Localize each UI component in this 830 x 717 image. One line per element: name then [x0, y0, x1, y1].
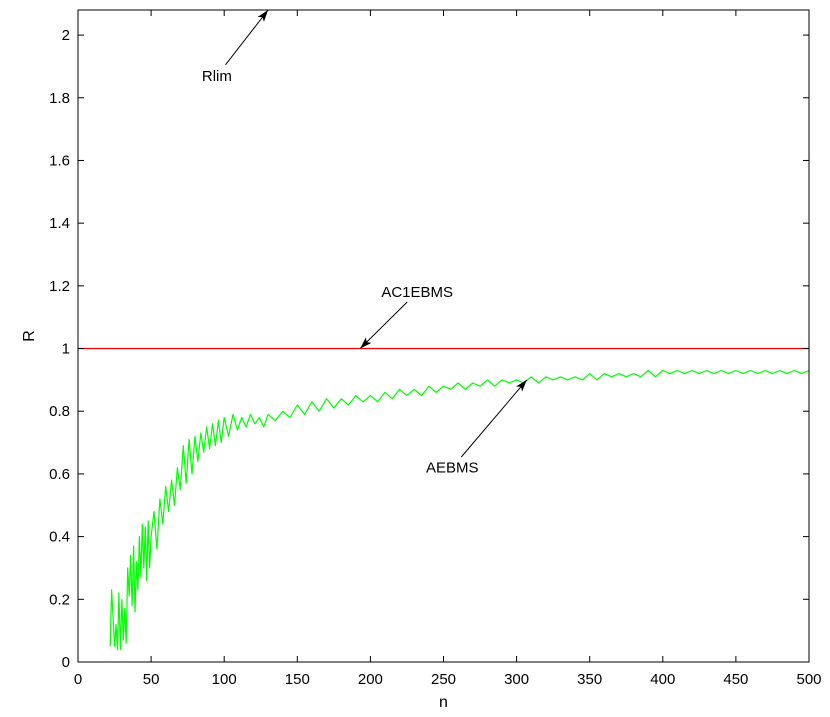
annotation-layer: Rlim AC1EBMS AEBMS [202, 9, 528, 477]
x-axis-label: n [439, 694, 448, 711]
annotation-label: AEBMS [426, 460, 479, 477]
series-layer [78, 347, 810, 651]
annotation-label: AC1EBMS [381, 284, 453, 301]
plot-frame [77, 9, 810, 663]
annotation-arrow [359, 301, 408, 349]
x-tick-label: 0 [74, 671, 82, 688]
x-tick-label: 500 [796, 671, 821, 688]
annotation-arrow [460, 379, 528, 458]
y-tick-label: 1.4 [49, 215, 70, 232]
y-tick-label: 1.6 [49, 152, 70, 169]
x-tick-label: 200 [358, 671, 383, 688]
x-tick-label: 100 [212, 671, 237, 688]
y-tick-label: 0.6 [49, 466, 70, 483]
ticks-layer: 0 50 100 150 200 250 300 350 400 450 500 0 0.2 0.4 0.6… [49, 10, 822, 688]
series-line-2 [109, 369, 810, 651]
y-tick-label: 0.2 [49, 591, 70, 608]
x-tick-label: 50 [143, 671, 160, 688]
y-tick-label: 1 [62, 341, 70, 358]
x-tick-label: 350 [577, 671, 602, 688]
x-tick-label: 450 [723, 671, 748, 688]
annotation-arrow [225, 9, 269, 66]
y-tick-label: 1.2 [49, 278, 70, 295]
plot-area [78, 10, 809, 662]
y-tick-label: 0.8 [49, 403, 70, 420]
x-tick-label: 250 [431, 671, 456, 688]
y-tick-label: 0 [62, 654, 70, 671]
y-tick-label: 1.8 [49, 90, 70, 107]
y-tick-label: 0.4 [49, 529, 70, 546]
x-tick-label: 400 [650, 671, 675, 688]
x-tick-label: 300 [504, 671, 529, 688]
annotation-label: Rlim [202, 68, 232, 85]
y-axis-label: R [21, 330, 38, 342]
y-tick-label: 2 [62, 27, 70, 44]
x-tick-label: 150 [285, 671, 310, 688]
